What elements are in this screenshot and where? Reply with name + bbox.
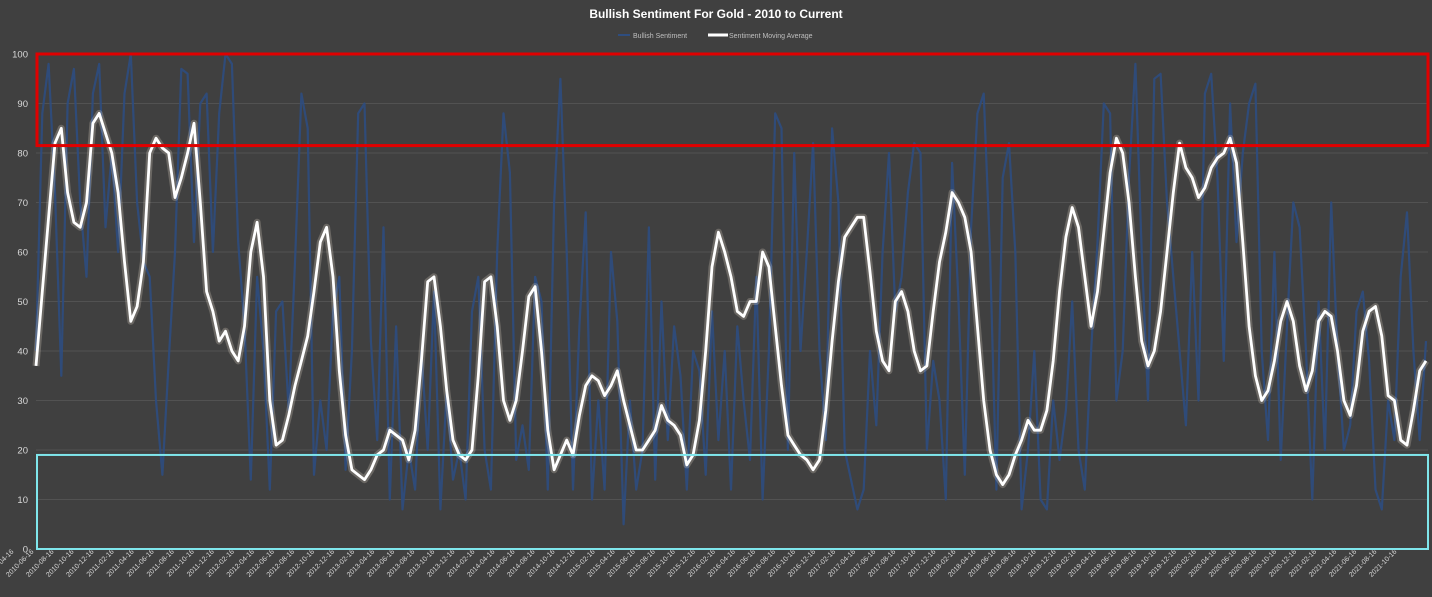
y-tick-label-0: 0 — [23, 545, 28, 556]
series-line-bullish-sentiment — [34, 52, 1428, 526]
y-tick-label-100: 100 — [12, 50, 28, 61]
series-line-moving-average — [34, 112, 1428, 487]
y-tick-label-30: 30 — [17, 396, 28, 407]
chart-title: Bullish Sentiment For Gold - 2010 to Cur… — [589, 7, 842, 21]
y-axis-ticks: 0 10 20 30 40 50 60 70 80 90 100 — [12, 50, 28, 556]
y-tick-label-80: 80 — [17, 149, 28, 160]
y-tick-label-90: 90 — [17, 99, 28, 110]
annotation-box-high — [35, 52, 1430, 148]
y-tick-label-50: 50 — [17, 297, 28, 308]
y-tick-label-10: 10 — [17, 495, 28, 506]
legend: Bullish Sentiment Sentiment Moving Avera… — [618, 33, 813, 40]
legend-label-moving-average: Sentiment Moving Average — [729, 33, 813, 40]
series-group — [32, 52, 1429, 526]
y-tick-label-60: 60 — [17, 248, 28, 259]
y-tick-label-20: 20 — [17, 446, 28, 457]
y-tick-label-40: 40 — [17, 347, 28, 358]
legend-label-bullish: Bullish Sentiment — [633, 33, 687, 40]
y-tick-label-70: 70 — [17, 198, 28, 209]
annotation-box-low — [36, 453, 1429, 551]
annotation-boxes — [35, 52, 1430, 551]
